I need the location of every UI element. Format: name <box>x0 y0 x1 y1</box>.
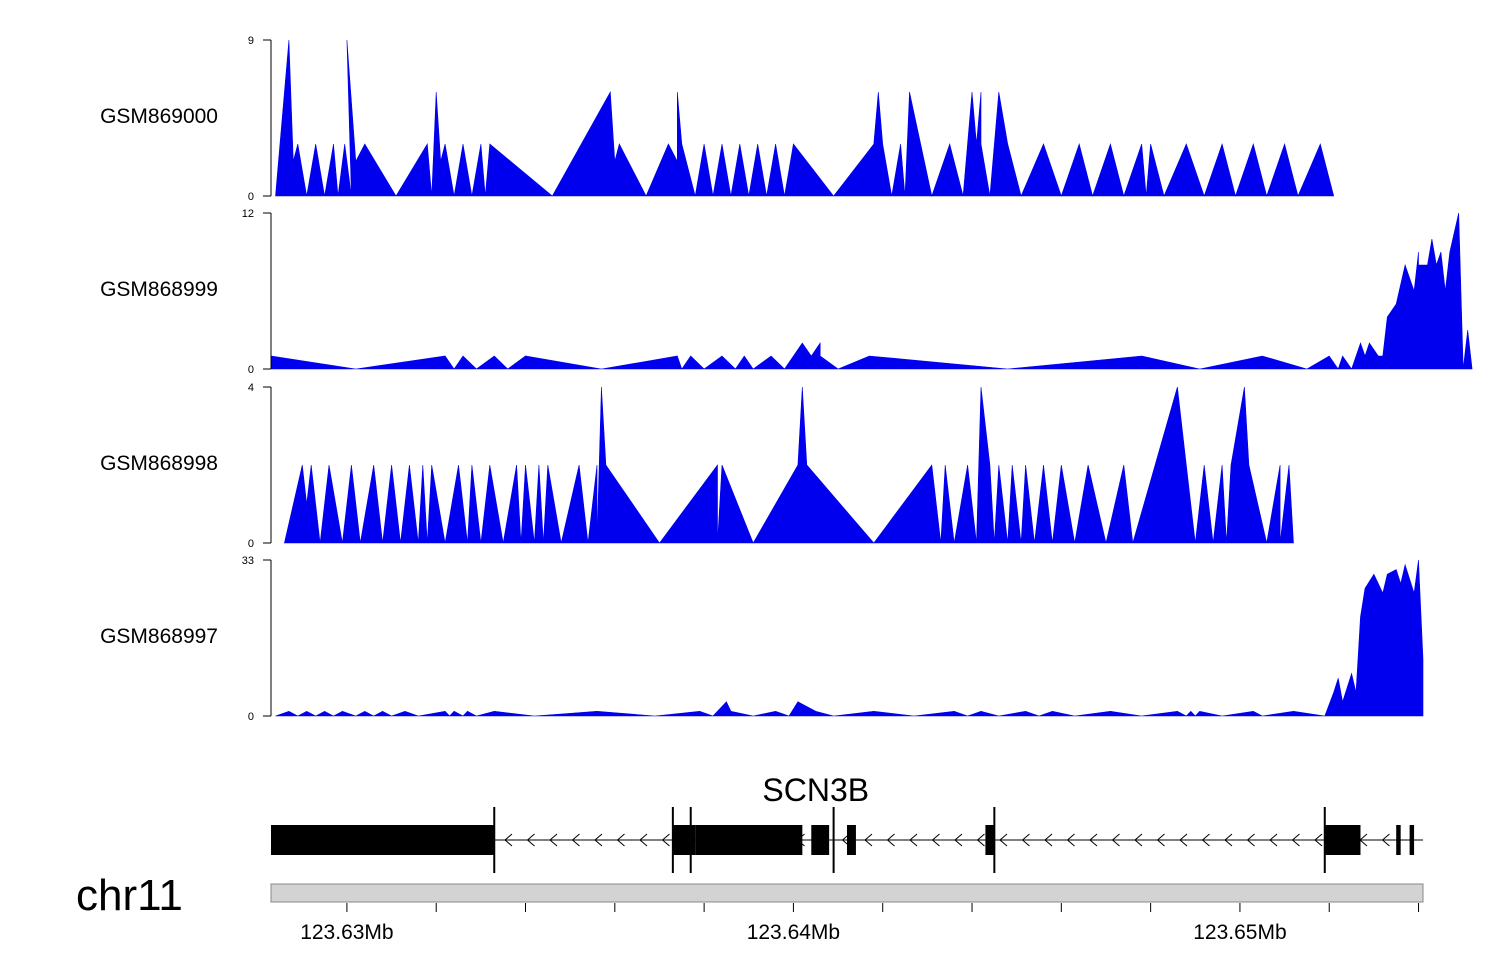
track-label-GSM869000: GSM869000 <box>100 105 218 128</box>
strand-arrow <box>504 833 513 847</box>
coverage-area-GSM868999 <box>270 212 1473 370</box>
x-axis-tick-label-1: 123.63Mb <box>300 921 393 944</box>
strand-arrow <box>1111 833 1120 847</box>
track-GSM868998: 4 0 GSM868998 <box>100 382 1294 550</box>
exon-4 <box>811 825 830 855</box>
exon-9 <box>1409 825 1415 855</box>
y-tick-label-max: 12 <box>242 208 254 220</box>
x-axis-tick-label-2: 123.64Mb <box>747 921 840 944</box>
x-axis-tick-label-3: 123.65Mb <box>1193 921 1286 944</box>
strand-arrow <box>1291 833 1300 847</box>
y-tick-label-min: 0 <box>248 538 254 550</box>
strand-arrow <box>864 833 873 847</box>
strand-arrow <box>954 833 963 847</box>
strand-arrow <box>1044 833 1053 847</box>
track-GSM869000: 9 0 GSM869000 <box>100 35 1335 203</box>
strand-arrow <box>1269 833 1278 847</box>
strand-arrow <box>1089 833 1098 847</box>
genome-axis: 123.63Mb 123.64Mb 123.65Mb <box>270 883 1424 944</box>
exon-1 <box>271 825 495 855</box>
track-GSM868999: 12 0 GSM868999 <box>100 208 1473 376</box>
track-label-GSM868999: GSM868999 <box>100 278 218 301</box>
strand-arrow <box>909 833 918 847</box>
gene-name-label: SCN3B <box>762 772 869 808</box>
data-tracks: 9 0 GSM869000 12 0 GSM868999 4 0 GSM868998 33 0 GSM… <box>100 35 1473 723</box>
y-tick-label-min: 0 <box>248 191 254 203</box>
strand-arrow <box>1246 833 1255 847</box>
y-tick-label-max: 9 <box>248 35 254 47</box>
strand-arrow <box>571 833 580 847</box>
exon-3 <box>695 825 803 855</box>
y-tick-label-max: 33 <box>242 555 254 567</box>
strand-arrow <box>526 833 535 847</box>
strand-arrow <box>931 833 940 847</box>
strand-arrow <box>1066 833 1075 847</box>
chromosome-bar <box>270 883 1424 903</box>
strand-arrow <box>1381 833 1390 847</box>
exon-2 <box>672 825 696 855</box>
strand-arrow <box>976 833 985 847</box>
strand-arrow <box>1179 833 1188 847</box>
strand-arrow <box>886 833 895 847</box>
exon-7 <box>1324 825 1361 855</box>
track-GSM868997: 33 0 GSM868997 <box>100 555 1424 723</box>
strand-arrow <box>1134 833 1143 847</box>
coverage-area-GSM869000 <box>275 39 1335 198</box>
gene-model-track: SCN3B <box>271 772 1423 873</box>
strand-arrow <box>1314 833 1323 847</box>
strand-arrow <box>661 833 670 847</box>
coverage-area-GSM868997 <box>275 559 1424 717</box>
exon-5 <box>847 825 856 855</box>
y-tick-label-min: 0 <box>248 711 254 723</box>
track-label-GSM868998: GSM868998 <box>100 452 218 475</box>
strand-arrow <box>1201 833 1210 847</box>
exon-6 <box>985 825 995 855</box>
strand-arrow <box>1021 833 1030 847</box>
strand-arrow <box>616 833 625 847</box>
y-tick-label-min: 0 <box>248 364 254 376</box>
strand-arrow <box>549 833 558 847</box>
exon-8 <box>1396 825 1401 855</box>
strand-arrow <box>594 833 603 847</box>
strand-arrow <box>639 833 648 847</box>
chromosome-label: chr11 <box>76 871 183 920</box>
track-label-GSM868997: GSM868997 <box>100 625 218 648</box>
y-tick-label-max: 4 <box>248 382 254 394</box>
strand-arrow <box>1156 833 1165 847</box>
strand-arrow <box>999 833 1008 847</box>
coverage-area-GSM868998 <box>284 386 1294 544</box>
strand-arrow <box>1224 833 1233 847</box>
